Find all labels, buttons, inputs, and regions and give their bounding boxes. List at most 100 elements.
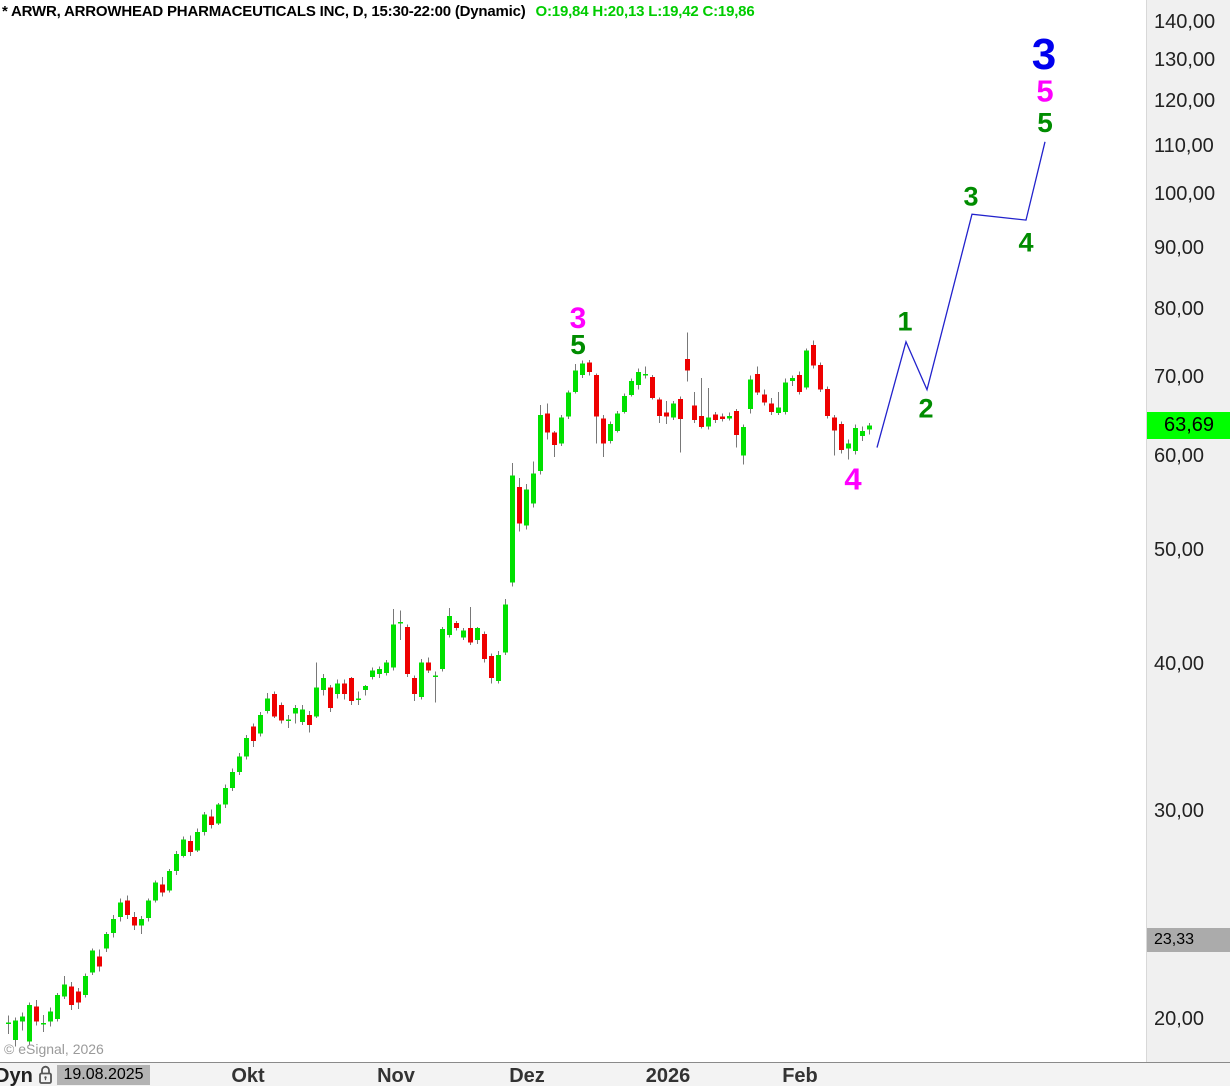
price-tick-label: 120,00 bbox=[1154, 89, 1216, 112]
candle-body bbox=[804, 350, 809, 388]
candle-body bbox=[216, 804, 221, 824]
candle-body bbox=[650, 377, 655, 398]
candle-body bbox=[545, 413, 550, 433]
chart-canvas[interactable] bbox=[0, 0, 1146, 1062]
month-label: Nov bbox=[377, 1065, 415, 1086]
candle-body bbox=[538, 415, 543, 471]
candle-body bbox=[797, 374, 802, 392]
candle-body bbox=[587, 362, 592, 372]
candle-body bbox=[48, 1011, 53, 1022]
candle-body bbox=[391, 624, 396, 668]
dyn-mode-label: Dyn bbox=[0, 1065, 33, 1086]
candle-body bbox=[83, 976, 88, 996]
candle-body bbox=[594, 374, 599, 417]
candle-body bbox=[755, 374, 760, 393]
candle-body bbox=[237, 756, 242, 772]
candle-body bbox=[461, 630, 466, 638]
candle-body bbox=[279, 705, 284, 721]
candle-body bbox=[223, 787, 228, 805]
candle-body bbox=[419, 662, 424, 697]
candle-body bbox=[846, 443, 851, 449]
price-tick-label: 60,00 bbox=[1154, 445, 1205, 468]
date-box[interactable]: 19.08.2025 bbox=[57, 1065, 150, 1085]
candle-body bbox=[132, 917, 137, 926]
candle-body bbox=[118, 902, 123, 918]
candle-body bbox=[62, 984, 67, 997]
candle-body bbox=[293, 708, 298, 714]
candle-body bbox=[748, 379, 753, 409]
candle-body bbox=[398, 622, 403, 624]
candle-body bbox=[692, 405, 697, 420]
candle-body bbox=[34, 1006, 39, 1022]
candle-body bbox=[720, 416, 725, 420]
candle-body bbox=[475, 628, 480, 641]
wave-projection-line[interactable] bbox=[876, 141, 1046, 448]
candle-body bbox=[531, 473, 536, 504]
candle-body bbox=[20, 1016, 25, 1022]
candle-body bbox=[629, 380, 634, 395]
candle-body bbox=[76, 991, 81, 1003]
price-tick-label: 140,00 bbox=[1154, 11, 1216, 33]
candle-body bbox=[412, 678, 417, 695]
candle-body bbox=[307, 715, 312, 725]
candle-body bbox=[818, 364, 823, 390]
candle-body bbox=[104, 934, 109, 949]
price-tick-label: 50,00 bbox=[1154, 538, 1205, 561]
price-tick-label: 80,00 bbox=[1154, 297, 1205, 320]
month-label: Okt bbox=[231, 1065, 265, 1086]
candle-body bbox=[790, 377, 795, 381]
symbol-title: * ARWR, ARROWHEAD PHARMACEUTICALS INC, D… bbox=[2, 3, 526, 20]
candle-body bbox=[27, 1005, 32, 1042]
price-tick-label: 100,00 bbox=[1154, 183, 1216, 206]
candle-body bbox=[146, 900, 151, 919]
candle-body bbox=[272, 694, 277, 717]
price-tick-label: 90,00 bbox=[1154, 237, 1205, 260]
candle-body bbox=[678, 398, 683, 419]
candle-body bbox=[195, 832, 200, 851]
lock-icon[interactable] bbox=[37, 1064, 54, 1086]
candle-body bbox=[454, 623, 459, 628]
candle-body bbox=[510, 475, 515, 583]
candle-body bbox=[524, 489, 529, 526]
candle-body bbox=[377, 669, 382, 675]
candle-body bbox=[13, 1020, 18, 1040]
month-label: Dez bbox=[509, 1065, 545, 1086]
price-tick-label: 40,00 bbox=[1154, 652, 1205, 675]
candle-body bbox=[314, 687, 319, 717]
candle-body bbox=[608, 423, 613, 441]
candle-body bbox=[342, 683, 347, 695]
candle-body bbox=[384, 662, 389, 673]
candle-body bbox=[762, 394, 767, 403]
candle-body bbox=[335, 683, 340, 695]
time-axis-bar[interactable]: Dyn 19.08.2025 Okt Nov Dez 2026 Feb bbox=[0, 1062, 1230, 1086]
candle-body bbox=[769, 403, 774, 412]
candle-body bbox=[860, 431, 865, 436]
candle-body bbox=[363, 686, 368, 691]
candle-body bbox=[230, 771, 235, 788]
candle-body bbox=[160, 884, 165, 893]
candle-body bbox=[153, 882, 158, 901]
candle-body bbox=[265, 698, 270, 711]
price-tick-label: 30,00 bbox=[1154, 800, 1205, 823]
candle-body bbox=[503, 604, 508, 653]
ohlc-readout: O:19,84 H:20,13 L:19,42 C:19,86 bbox=[535, 3, 755, 20]
last-price-marker: 63,69 bbox=[1147, 412, 1230, 440]
candle-body bbox=[370, 670, 375, 677]
candle-body bbox=[664, 412, 669, 417]
price-tick-label: 130,00 bbox=[1154, 48, 1216, 71]
candle-body bbox=[839, 423, 844, 451]
candle-body bbox=[405, 626, 410, 675]
candle-body bbox=[181, 839, 186, 856]
candle-body bbox=[209, 816, 214, 826]
price-axis[interactable]: 140,00 130,00 120,00 110,00 100,00 90,00 80,00… bbox=[1146, 0, 1230, 1062]
candle-body bbox=[139, 919, 144, 926]
candle-body bbox=[174, 854, 179, 871]
candle-body bbox=[167, 871, 172, 891]
candle-body bbox=[685, 359, 690, 371]
candle-body bbox=[811, 345, 816, 366]
candle-body bbox=[783, 382, 788, 412]
candle-body bbox=[300, 709, 305, 723]
candle-body bbox=[188, 841, 193, 853]
price-tick-label: 20,00 bbox=[1154, 1008, 1205, 1030]
candle-body bbox=[69, 986, 74, 1006]
